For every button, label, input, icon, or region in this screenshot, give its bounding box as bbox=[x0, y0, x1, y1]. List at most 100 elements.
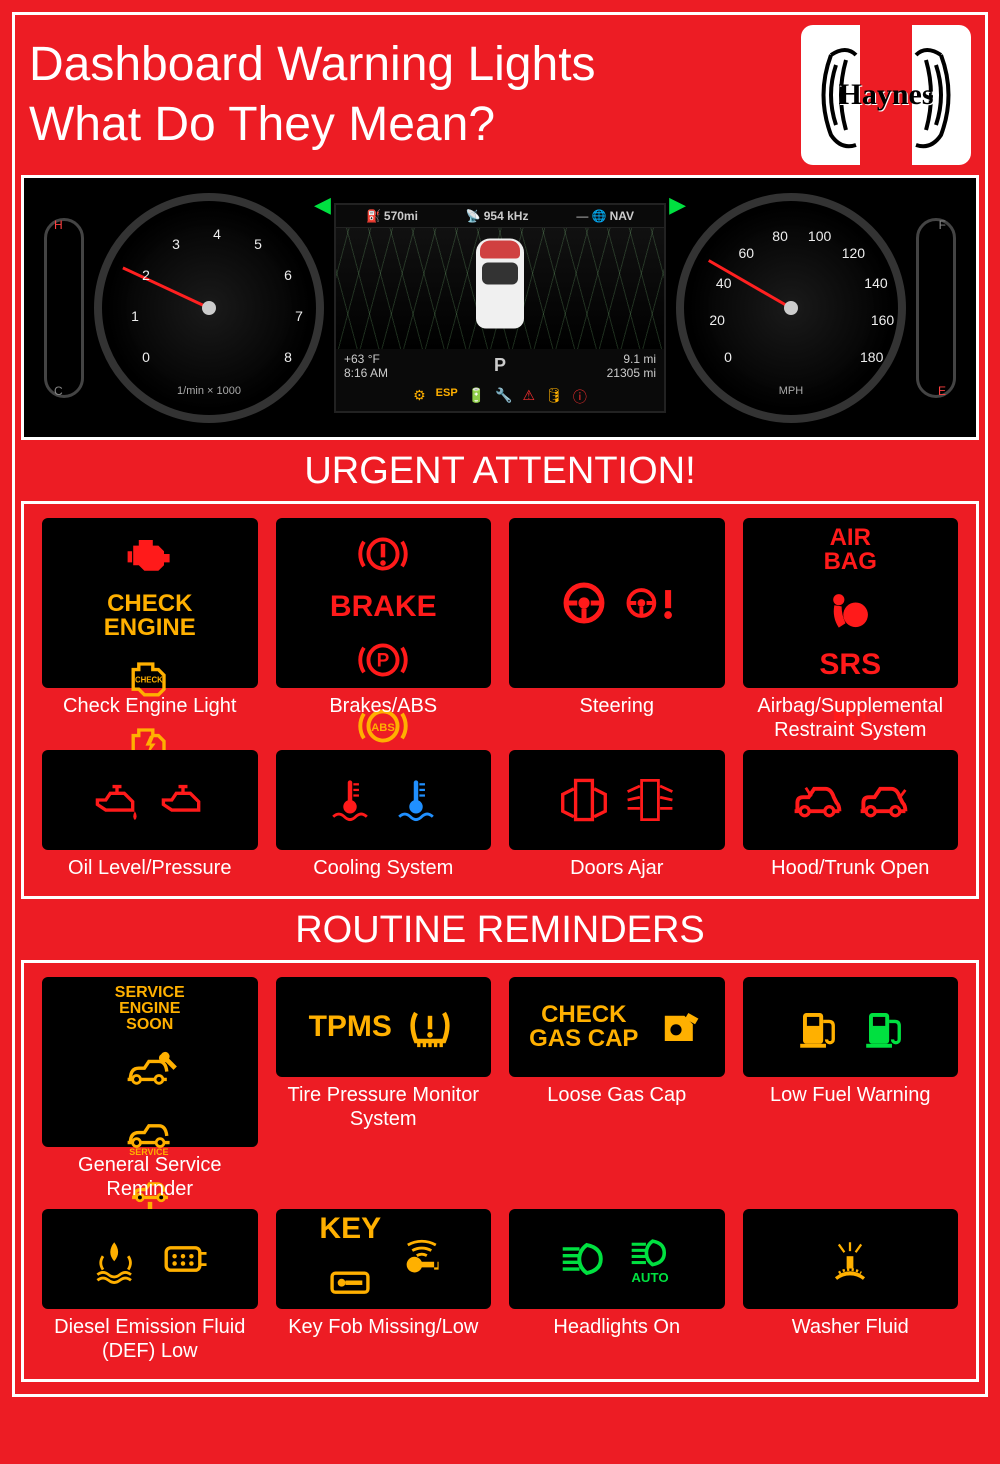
caption: Cooling System bbox=[276, 856, 492, 880]
door_ajar2-icon bbox=[622, 772, 678, 828]
trip: 9.1 mi bbox=[512, 352, 656, 366]
icon-tile: AUTO bbox=[509, 1209, 725, 1309]
icon-tile bbox=[42, 750, 258, 850]
warning-cell: AUTO Headlights On bbox=[509, 1209, 725, 1339]
caption: Oil Level/Pressure bbox=[42, 856, 258, 880]
header: Dashboard Warning Lights What Do They Me… bbox=[21, 21, 979, 175]
brake_p-icon: P bbox=[355, 632, 411, 688]
odometer: 21305 mi bbox=[512, 366, 656, 380]
icon-tile: SERVICEENGINESOONSERVICE bbox=[42, 977, 258, 1147]
caption: Washer Fluid bbox=[743, 1315, 959, 1339]
fuelpump-icon bbox=[855, 999, 911, 1055]
car-top-icon bbox=[476, 239, 524, 329]
warning-cell: Hood/Trunk Open bbox=[743, 750, 959, 880]
caption: General Service Reminder bbox=[42, 1153, 258, 1201]
icon-tile bbox=[743, 750, 959, 850]
icon-tile bbox=[509, 750, 725, 850]
svg-text:ABS: ABS bbox=[371, 722, 395, 734]
caption: Doors Ajar bbox=[509, 856, 725, 880]
speed-unit: MPH bbox=[684, 385, 898, 397]
temp-low: C bbox=[54, 384, 63, 398]
icon-tile bbox=[42, 1209, 258, 1309]
haynes-logo: Haynes bbox=[801, 25, 971, 165]
icon-tile: CHECKENGINE CHECK bbox=[42, 518, 258, 688]
caption: Check Engine Light bbox=[42, 694, 258, 718]
text-label: KEY bbox=[319, 1214, 381, 1244]
title-line1: Dashboard Warning Lights bbox=[29, 38, 596, 91]
key_waves-icon bbox=[391, 1231, 447, 1287]
icon-tile: KEY bbox=[276, 1209, 492, 1309]
center-display: ⛽570mi 📡954 kHz — 🌐NAV +63 °F 8:16 AM P … bbox=[334, 203, 666, 413]
caption: Loose Gas Cap bbox=[509, 1083, 725, 1107]
text-label: CHECKENGINE bbox=[104, 592, 196, 640]
instrument-cluster: ◀ ▶ H C 1/min × 1000 012345678 ⛽570mi 📡9… bbox=[21, 175, 979, 440]
caption: Diesel Emission Fluid (DEF) Low bbox=[42, 1315, 258, 1363]
warning-cell: Diesel Emission Fluid (DEF) Low bbox=[42, 1209, 258, 1363]
speedometer: MPH 020406080100120140160180 bbox=[676, 193, 906, 423]
text-label: AIRBAG bbox=[824, 526, 877, 574]
icon-tile bbox=[276, 750, 492, 850]
dpf-icon bbox=[155, 1231, 211, 1287]
caption: Headlights On bbox=[509, 1315, 725, 1339]
warning-cell: AIRBAGSRS2Airbag/Supplemental Restraint … bbox=[743, 518, 959, 742]
page-title: Dashboard Warning Lights What Do They Me… bbox=[29, 35, 596, 155]
warning-cell: TPMS Tire Pressure Monitor System bbox=[276, 977, 492, 1131]
logo-text: Haynes bbox=[838, 78, 933, 112]
tpms-icon bbox=[402, 999, 458, 1055]
caption: Tire Pressure Monitor System bbox=[276, 1083, 492, 1131]
fuel-gauge: F E bbox=[916, 218, 956, 398]
warning-cell: SERVICEENGINESOONSERVICE General Service … bbox=[42, 977, 258, 1201]
text-label: TPMS bbox=[309, 1012, 392, 1042]
text-label: SERVICEENGINESOON bbox=[115, 985, 185, 1033]
warning-cell: Cooling System bbox=[276, 750, 492, 880]
nav-label: — 🌐NAV bbox=[576, 209, 634, 223]
car_trunk-icon bbox=[855, 772, 911, 828]
caption: Airbag/Supplemental Restraint System bbox=[743, 694, 959, 742]
warning-cell: CHECKGAS CAP Loose Gas Cap bbox=[509, 977, 725, 1107]
car_wrench-icon bbox=[122, 1043, 178, 1099]
headlight-icon bbox=[556, 1231, 612, 1287]
oilcan-icon bbox=[155, 772, 211, 828]
warning-row: ⚙ESP🔋🔧 ⚠🛢ⓘ bbox=[336, 383, 664, 411]
svg-text:AUTO: AUTO bbox=[631, 1270, 668, 1285]
engine-icon bbox=[122, 526, 178, 582]
warning-cell: Washer Fluid bbox=[743, 1209, 959, 1339]
gear-indicator: P bbox=[494, 355, 506, 376]
warning-cell: Oil Level/Pressure bbox=[42, 750, 258, 880]
brake_excl-icon bbox=[355, 526, 411, 582]
caption: Brakes/ABS bbox=[276, 694, 492, 718]
thermo-icon bbox=[388, 772, 444, 828]
temp-high: H bbox=[54, 218, 63, 232]
svg-text:CHECK: CHECK bbox=[135, 675, 163, 684]
temp-gauge: H C bbox=[44, 218, 84, 398]
routine-title: ROUTINE REMINDERS bbox=[21, 905, 979, 960]
text-label: CHECKGAS CAP bbox=[529, 1003, 638, 1051]
def-icon bbox=[89, 1231, 145, 1287]
fuel-low: E bbox=[938, 384, 946, 398]
icon-tile bbox=[743, 1209, 959, 1309]
warning-cell: Steering bbox=[509, 518, 725, 718]
caption: Key Fob Missing/Low bbox=[276, 1315, 492, 1339]
fuelpump-icon bbox=[789, 999, 845, 1055]
warning-cell: KEY Key Fob Missing/Low bbox=[276, 1209, 492, 1339]
title-line2: What Do They Mean? bbox=[29, 98, 495, 151]
warning-cell: Doors Ajar bbox=[509, 750, 725, 880]
fuel-range: ⛽570mi bbox=[366, 209, 418, 223]
icon-tile: CHECKGAS CAP bbox=[509, 977, 725, 1077]
headlight_auto-icon: AUTO bbox=[622, 1231, 678, 1287]
warning-cell: BRAKEPABS Brakes/ABS bbox=[276, 518, 492, 718]
clock: 8:16 AM bbox=[344, 366, 488, 380]
turn-signal-right-icon: ▶ bbox=[669, 192, 686, 218]
airbag-icon bbox=[822, 584, 878, 640]
caption: Low Fuel Warning bbox=[743, 1083, 959, 1107]
urgent-title: URGENT ATTENTION! bbox=[21, 446, 979, 501]
caption: Hood/Trunk Open bbox=[743, 856, 959, 880]
steering-icon bbox=[556, 575, 612, 631]
fuel-high: F bbox=[939, 218, 946, 232]
icon-tile: TPMS bbox=[276, 977, 492, 1077]
oilcan_drip-icon bbox=[89, 772, 145, 828]
icon-tile bbox=[509, 518, 725, 688]
text-label: SRS bbox=[819, 650, 881, 680]
door_ajar-icon bbox=[556, 772, 612, 828]
icon-tile: BRAKEPABS bbox=[276, 518, 492, 688]
